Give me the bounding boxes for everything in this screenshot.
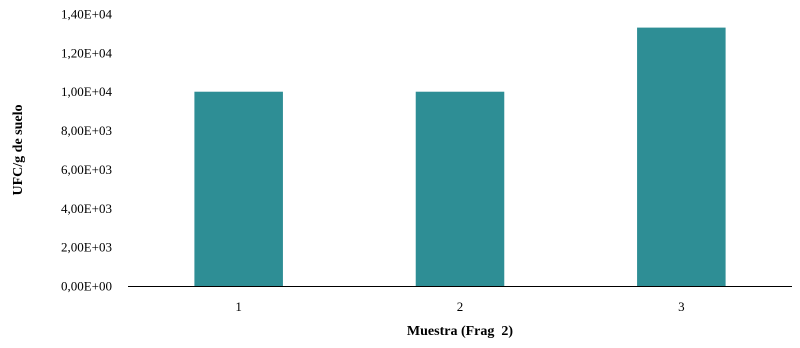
y-tick-label: 2,00E+03: [61, 240, 112, 255]
bars: [194, 27, 726, 286]
y-tick-label: 8,00E+03: [61, 123, 112, 138]
x-tick-label: 1: [235, 299, 242, 314]
bar-3: [637, 27, 726, 286]
y-tick-label: 1,20E+04: [61, 45, 113, 60]
y-tick-label: 6,00E+03: [61, 162, 112, 177]
y-tick-label: 1,00E+04: [61, 84, 113, 99]
x-tick-label: 3: [678, 299, 685, 314]
bar-2: [415, 91, 505, 286]
x-axis-title: Muestra (Frag 2): [407, 324, 513, 339]
x-tick-label: 2: [457, 299, 464, 314]
bar-1: [194, 91, 283, 286]
y-tick-label: 0,00E+00: [61, 279, 112, 294]
y-tick-label: 1,40E+04: [61, 7, 113, 22]
y-tick-label: 4,00E+03: [61, 201, 112, 216]
x-axis-ticks: 1 2 3: [235, 299, 684, 314]
y-axis-title: UFC/g de suelo: [11, 105, 26, 196]
y-axis-ticks: 0,00E+00 2,00E+03 4,00E+03 6,00E+03 8,00E+03…: [61, 7, 113, 294]
